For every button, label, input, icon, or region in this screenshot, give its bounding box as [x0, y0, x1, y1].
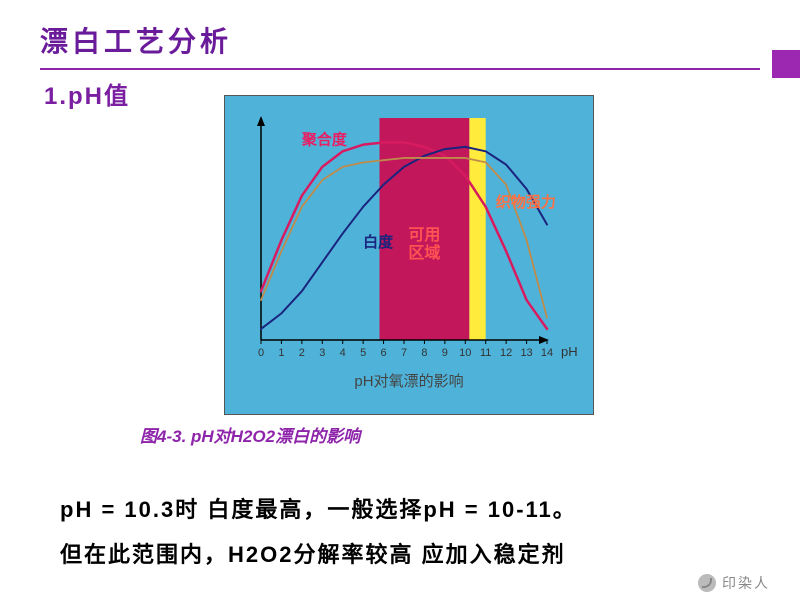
chart-svg: 可用区域01234567891011121314pH聚合度白度织物强力 — [237, 108, 577, 368]
svg-text:7: 7 — [401, 347, 407, 359]
slide: 漂白工艺分析 1.pH值 可用区域01234567891011121314pH聚… — [0, 0, 800, 603]
svg-text:可用: 可用 — [408, 226, 440, 244]
svg-text:区域: 区域 — [408, 243, 440, 262]
body-text-1: pH = 10.3时 白度最高，一般选择pH = 10-11。 — [60, 490, 577, 530]
svg-text:2: 2 — [299, 347, 305, 359]
svg-text:pH: pH — [561, 344, 577, 359]
svg-text:14: 14 — [541, 347, 553, 359]
body-text-2: 但在此范围内，H2O2分解率较高 应加入稳定剂 — [60, 535, 566, 575]
svg-text:4: 4 — [340, 347, 346, 359]
accent-block — [772, 50, 800, 78]
slide-title: 漂白工艺分析 — [40, 20, 760, 60]
watermark-text: 印染人 — [722, 573, 770, 593]
svg-text:9: 9 — [442, 347, 448, 359]
svg-text:12: 12 — [500, 347, 512, 359]
svg-text:13: 13 — [520, 347, 532, 359]
svg-text:6: 6 — [381, 347, 387, 359]
svg-text:3: 3 — [319, 347, 325, 359]
figure-caption: 图4-3. pH对H2O2漂白的影响 — [140, 422, 360, 447]
svg-text:聚合度: 聚合度 — [301, 131, 348, 149]
chart-container: 可用区域01234567891011121314pH聚合度白度织物强力 pH对氧… — [224, 95, 594, 415]
title-underline — [40, 68, 760, 70]
svg-text:织物强力: 织物强力 — [496, 193, 556, 211]
svg-text:0: 0 — [258, 347, 264, 359]
wechat-icon — [698, 574, 716, 592]
svg-text:白度: 白度 — [363, 233, 394, 251]
svg-text:1: 1 — [278, 347, 284, 359]
svg-text:5: 5 — [360, 347, 366, 359]
svg-text:10: 10 — [459, 347, 471, 359]
watermark: 印染人 — [698, 573, 770, 593]
svg-text:8: 8 — [421, 347, 427, 359]
chart-plot-area: 可用区域01234567891011121314pH聚合度白度织物强力 — [237, 108, 577, 368]
chart-inner-caption: pH对氧漂的影响 — [237, 370, 581, 391]
svg-text:11: 11 — [480, 347, 491, 359]
